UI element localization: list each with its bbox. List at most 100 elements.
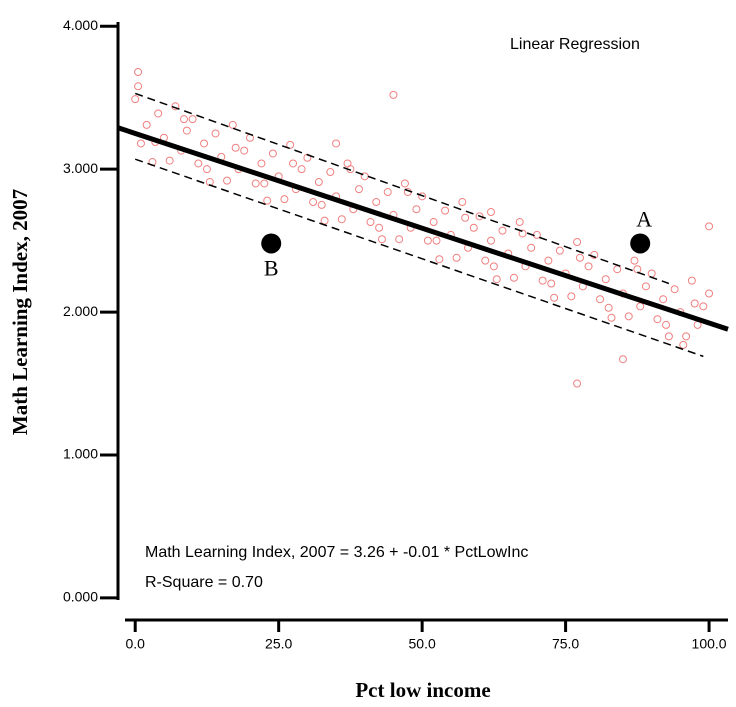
scatter-point — [134, 82, 143, 91]
scatter-point — [286, 140, 295, 149]
scatter-point — [547, 279, 556, 288]
scatter-point — [257, 159, 266, 168]
scatter-point — [389, 90, 398, 99]
scatter-point — [355, 185, 364, 194]
x-tick-label: 0.0 — [125, 636, 145, 652]
scatter-point — [375, 223, 384, 232]
scatter-point — [647, 269, 656, 278]
scatter-point — [469, 223, 478, 232]
x-axis-title: Pct low income — [355, 678, 490, 702]
scatter-point — [223, 176, 232, 185]
scatter-point — [555, 246, 564, 255]
scatter-point — [604, 303, 613, 312]
highlight-point — [261, 233, 282, 254]
highlight-point — [630, 233, 651, 254]
scatter-point — [309, 198, 318, 207]
scatter-point — [699, 302, 708, 311]
scatter-point — [372, 198, 381, 207]
scatter-point — [509, 273, 518, 282]
x-tick-label: 100.0 — [692, 636, 727, 652]
scatter-point — [429, 218, 438, 227]
scatter-point — [412, 205, 421, 214]
scatter-point — [131, 95, 140, 104]
scatter-point — [705, 222, 714, 231]
scatter-point — [182, 126, 191, 135]
scatter-point — [492, 275, 501, 284]
scatter-point — [584, 262, 593, 271]
scatter-point — [418, 192, 427, 201]
scatter-point — [400, 179, 409, 188]
scatter-point — [165, 156, 174, 165]
scatter-point — [231, 143, 240, 152]
scatter-point — [260, 179, 269, 188]
scatter-point — [179, 115, 188, 124]
interval-line — [134, 158, 704, 358]
regression-line — [117, 125, 729, 332]
scatter-point — [377, 235, 386, 244]
scatter-point — [481, 256, 490, 265]
annotation: Linear Regression — [510, 36, 640, 53]
scatter-point — [527, 243, 536, 252]
scatter-point — [624, 312, 633, 321]
scatter-point — [211, 129, 220, 138]
scatter-point — [395, 235, 404, 244]
y-tick-label: 3.000 — [63, 160, 98, 176]
scatter-point — [653, 315, 662, 324]
scatter-point — [682, 332, 691, 341]
scatter-point — [337, 215, 346, 224]
scatter-point — [366, 218, 375, 227]
interval-line — [134, 92, 670, 285]
scatter-point — [607, 313, 616, 322]
scatter-point — [705, 289, 714, 298]
scatter-point — [687, 276, 696, 285]
scatter-point — [423, 236, 432, 245]
point-label: B — [264, 256, 279, 281]
scatter-point — [487, 208, 496, 217]
x-tick-label: 50.0 — [409, 636, 436, 652]
scatter-point — [136, 139, 145, 148]
scatter-point — [461, 213, 470, 222]
scatter-point — [618, 355, 627, 364]
scatter-point — [317, 200, 326, 209]
scatter-point — [289, 159, 298, 168]
scatter-point — [487, 236, 496, 245]
scatter-point — [573, 379, 582, 388]
scatter-point — [188, 115, 197, 124]
scatter-point — [240, 146, 249, 155]
scatter-point — [659, 295, 668, 304]
scatter-point — [332, 139, 341, 148]
scatter-point — [518, 229, 527, 238]
scatter-point — [202, 165, 211, 174]
scatter-point — [452, 253, 461, 262]
scatter-point — [435, 255, 444, 264]
scatter-point — [263, 196, 272, 205]
scatter-point — [383, 188, 392, 197]
scatter-point — [489, 262, 498, 271]
y-tick-label: 2.000 — [63, 303, 98, 319]
scatter-point — [194, 159, 203, 168]
scatter-point — [573, 238, 582, 247]
x-tick-label: 75.0 — [552, 636, 579, 652]
scatter-point — [458, 198, 467, 207]
scatter-point — [662, 320, 671, 329]
y-tick-label: 0.000 — [63, 589, 98, 605]
scatter-point — [142, 120, 151, 129]
scatter-point — [567, 292, 576, 301]
scatter-point — [550, 293, 559, 302]
scatter-point — [320, 216, 329, 225]
y-tick-label: 4.000 — [63, 17, 98, 33]
scatter-point — [690, 299, 699, 308]
scatter-point — [636, 302, 645, 311]
scatter-point — [251, 179, 260, 188]
scatter-point — [630, 256, 639, 265]
scatter-point — [498, 226, 507, 235]
scatter-point — [544, 256, 553, 265]
scatter-point — [268, 149, 277, 158]
scatter-point — [475, 212, 484, 221]
scatter-point — [596, 295, 605, 304]
scatter-point — [679, 340, 688, 349]
scatter-point — [575, 253, 584, 262]
point-label: A — [636, 207, 652, 232]
scatter-point — [314, 178, 323, 187]
